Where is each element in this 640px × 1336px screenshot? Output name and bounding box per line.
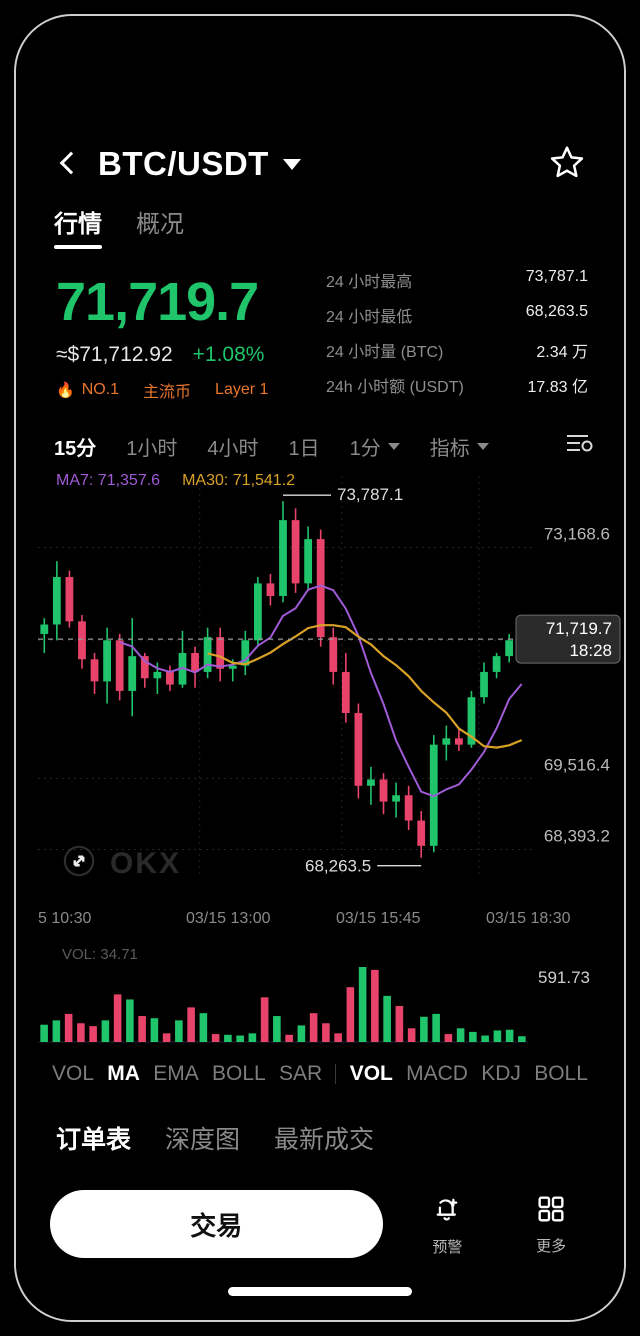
trade-button[interactable]: 交易 xyxy=(50,1190,383,1258)
token-tags: 🔥 NO.1 主流币 Layer 1 xyxy=(56,378,268,402)
indicator-divider xyxy=(335,1064,337,1084)
chart-x-axis: 5 10:30 03/15 13:00 03/15 15:45 03/15 18… xyxy=(16,910,624,938)
stat-label: 24 小时最高 xyxy=(326,274,413,291)
timeframe-1d[interactable]: 1日 xyxy=(288,437,320,460)
stat-row: 24 小时最低 68,263.5 xyxy=(326,303,588,327)
stat-label: 24 小时最低 xyxy=(326,309,413,326)
svg-text:73,168.6: 73,168.6 xyxy=(544,524,610,543)
flame-icon: 🔥 xyxy=(56,382,75,399)
indicator-boll[interactable]: BOLL xyxy=(212,1062,266,1085)
grid-icon xyxy=(535,1193,567,1230)
stat-value: 73,787.1 xyxy=(525,268,588,285)
tag-rank[interactable]: NO.1 xyxy=(81,381,120,398)
svg-text:68,263.5: 68,263.5 xyxy=(305,857,371,876)
last-price: 71,719.7 xyxy=(56,272,259,332)
indicator-dropdown[interactable]: 指标 xyxy=(430,432,489,461)
volume-max-label: 591.73 xyxy=(538,968,590,987)
price-change: +1.08% xyxy=(192,342,265,366)
main-tabs: 行情 概况 xyxy=(54,204,184,249)
stat-label: 24h 小时额 (USDT) xyxy=(326,379,464,396)
chart-watermark: OKX xyxy=(62,844,181,883)
tab-orderbook[interactable]: 订单表 xyxy=(56,1126,132,1154)
phone-frame: BTC/USDT 行情 概况 71,719.7 ≈$71,712.92 +1.0… xyxy=(14,14,626,1322)
stat-value: 17.83 亿 xyxy=(527,379,589,396)
x-tick: 5 10:30 xyxy=(38,910,92,927)
timeframe-1h[interactable]: 1小时 xyxy=(126,437,178,460)
stat-row: 24 小时最高 73,787.1 xyxy=(326,268,588,292)
timeframe-more-label: 1分 xyxy=(349,437,381,460)
price-block: 71,719.7 ≈$71,712.92 +1.08% xyxy=(56,274,264,367)
tab-depth[interactable]: 深度图 xyxy=(165,1126,241,1154)
tag-layer1[interactable]: Layer 1 xyxy=(215,381,269,398)
tab-overview[interactable]: 概况 xyxy=(136,211,184,238)
timeframe-more-dropdown[interactable]: 1分 xyxy=(350,432,400,461)
page-title[interactable]: BTC/USDT xyxy=(98,145,269,182)
timeframe-bar: 15分 1小时 4小时 1日 1分 指标 xyxy=(54,424,594,468)
chevron-down-icon xyxy=(476,442,489,450)
indicator-macd[interactable]: MACD xyxy=(406,1062,468,1085)
indicator-boll-sub[interactable]: BOLL xyxy=(534,1062,588,1085)
indicator-ema[interactable]: EMA xyxy=(153,1062,199,1085)
more-label: 更多 xyxy=(536,1237,567,1255)
action-bar: 交易 预警 更多 xyxy=(16,1176,624,1272)
more-button[interactable]: 更多 xyxy=(512,1193,590,1256)
timeframe-15m[interactable]: 15分 xyxy=(54,437,97,460)
stat-row: 24h 小时额 (USDT) 17.83 亿 xyxy=(326,373,588,397)
volume-legend: VOL: 34.71 xyxy=(62,946,138,963)
x-tick: 03/15 15:45 xyxy=(336,910,421,927)
market-stats: 24 小时最高 73,787.1 24 小时最低 68,263.5 24 小时量… xyxy=(326,268,588,408)
ma30-legend: MA30: 71,541.2 xyxy=(182,472,296,489)
stat-row: 24 小时量 (BTC) 2.34 万 xyxy=(326,338,588,362)
bell-plus-icon xyxy=(430,1192,464,1231)
chart-settings-icon[interactable] xyxy=(564,430,594,462)
tab-trades[interactable]: 最新成交 xyxy=(274,1126,375,1154)
svg-text:69,516.4: 69,516.4 xyxy=(544,755,610,774)
alert-button[interactable]: 预警 xyxy=(409,1192,487,1257)
indicator-dropdown-label: 指标 xyxy=(429,437,470,460)
order-tabs: 订单表 深度图 最新成交 xyxy=(56,1120,374,1156)
x-tick: 03/15 13:00 xyxy=(186,910,271,927)
chevron-down-icon xyxy=(387,442,400,450)
okx-logo: OKX xyxy=(110,846,182,880)
indicator-sar[interactable]: SAR xyxy=(278,1062,323,1085)
home-indicator xyxy=(228,1287,412,1296)
app-header: BTC/USDT xyxy=(16,128,624,200)
expand-arrows-icon[interactable] xyxy=(62,844,96,883)
stat-label: 24 小时量 (BTC) xyxy=(326,344,444,361)
back-icon[interactable] xyxy=(54,151,80,177)
svg-text:73,787.1: 73,787.1 xyxy=(337,485,403,504)
tag-mainstream[interactable]: 主流币 xyxy=(143,384,192,401)
svg-text:68,393.2: 68,393.2 xyxy=(544,826,610,845)
tab-market[interactable]: 行情 xyxy=(54,204,102,249)
timeframe-4h[interactable]: 4小时 xyxy=(207,437,259,460)
app-screen: BTC/USDT 行情 概况 71,719.7 ≈$71,712.92 +1.0… xyxy=(16,16,624,1320)
stat-value: 2.34 万 xyxy=(536,344,588,361)
ma-legend: MA7: 71,357.6 MA30: 71,541.2 xyxy=(56,472,295,490)
indicator-row: VOL MA EMA BOLL SAR VOL MACD KDJ BOLL xyxy=(16,1054,624,1094)
volume-chart[interactable] xyxy=(16,942,624,1050)
ma7-legend: MA7: 71,357.6 xyxy=(56,472,161,489)
indicator-vol-main[interactable]: VOL xyxy=(52,1062,95,1085)
stat-value: 68,263.5 xyxy=(525,303,588,320)
indicator-ma[interactable]: MA xyxy=(107,1062,140,1085)
alert-label: 预警 xyxy=(432,1238,463,1256)
indicator-kdj[interactable]: KDJ xyxy=(481,1062,521,1085)
indicator-vol-sub[interactable]: VOL xyxy=(349,1062,393,1085)
chevron-down-icon[interactable] xyxy=(282,158,301,170)
x-tick: 03/15 18:30 xyxy=(486,910,571,927)
star-outline-icon[interactable] xyxy=(548,143,586,186)
svg-text:18:28: 18:28 xyxy=(569,641,612,660)
candlestick-chart[interactable]: 73,787.168,263.573,168.671,702.869,516.4… xyxy=(16,468,624,916)
svg-text:71,719.7: 71,719.7 xyxy=(546,619,612,638)
usd-price: ≈$71,712.92 xyxy=(56,342,173,366)
